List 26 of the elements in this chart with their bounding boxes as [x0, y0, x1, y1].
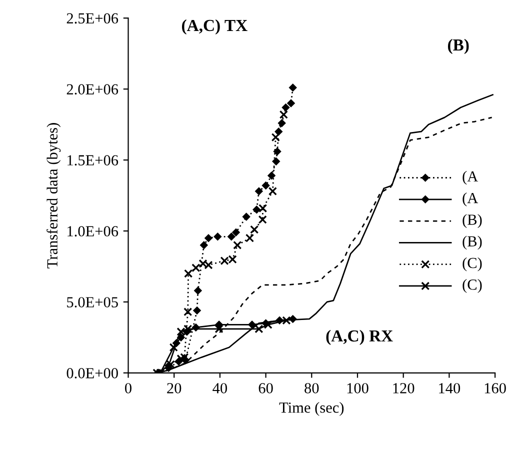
- x-tick-label: 120: [393, 383, 414, 394]
- x-axis-title: Time (sec): [279, 402, 344, 416]
- legend-label: (A: [462, 192, 478, 206]
- x-tick-label: 100: [347, 383, 368, 394]
- legend-label: (A: [462, 170, 478, 185]
- y-tick-label: 5.0E+05: [67, 297, 118, 308]
- annotation: (A,C) RX: [326, 330, 393, 345]
- x-tick-label: 140: [439, 383, 460, 394]
- x-tick-label: 40: [212, 383, 228, 394]
- y-tick-label: 0.0E+00: [66, 368, 118, 378]
- x-tick-label: 160: [484, 383, 506, 394]
- legend-label: (C): [462, 279, 482, 293]
- legend-label: (B): [462, 214, 482, 228]
- annotation: (B): [448, 38, 469, 54]
- y-axis-title: Transferred data (bytes): [46, 123, 61, 268]
- legend-label: (C): [462, 257, 482, 272]
- annotation: (A,C) TX: [182, 19, 248, 35]
- legend-label: (B): [462, 236, 482, 250]
- x-tick-label: 80: [304, 383, 319, 394]
- x-tick-label: 60: [258, 383, 273, 394]
- y-tick-label: 1.5E+06: [68, 155, 118, 166]
- y-tick-label: 1.0E+06: [68, 226, 118, 236]
- y-tick-label: 2.5E+06: [66, 13, 118, 24]
- x-tick-label: 20: [167, 383, 182, 394]
- x-tick-label: 0: [125, 383, 132, 394]
- y-tick-label: 2.0E+06: [66, 84, 118, 95]
